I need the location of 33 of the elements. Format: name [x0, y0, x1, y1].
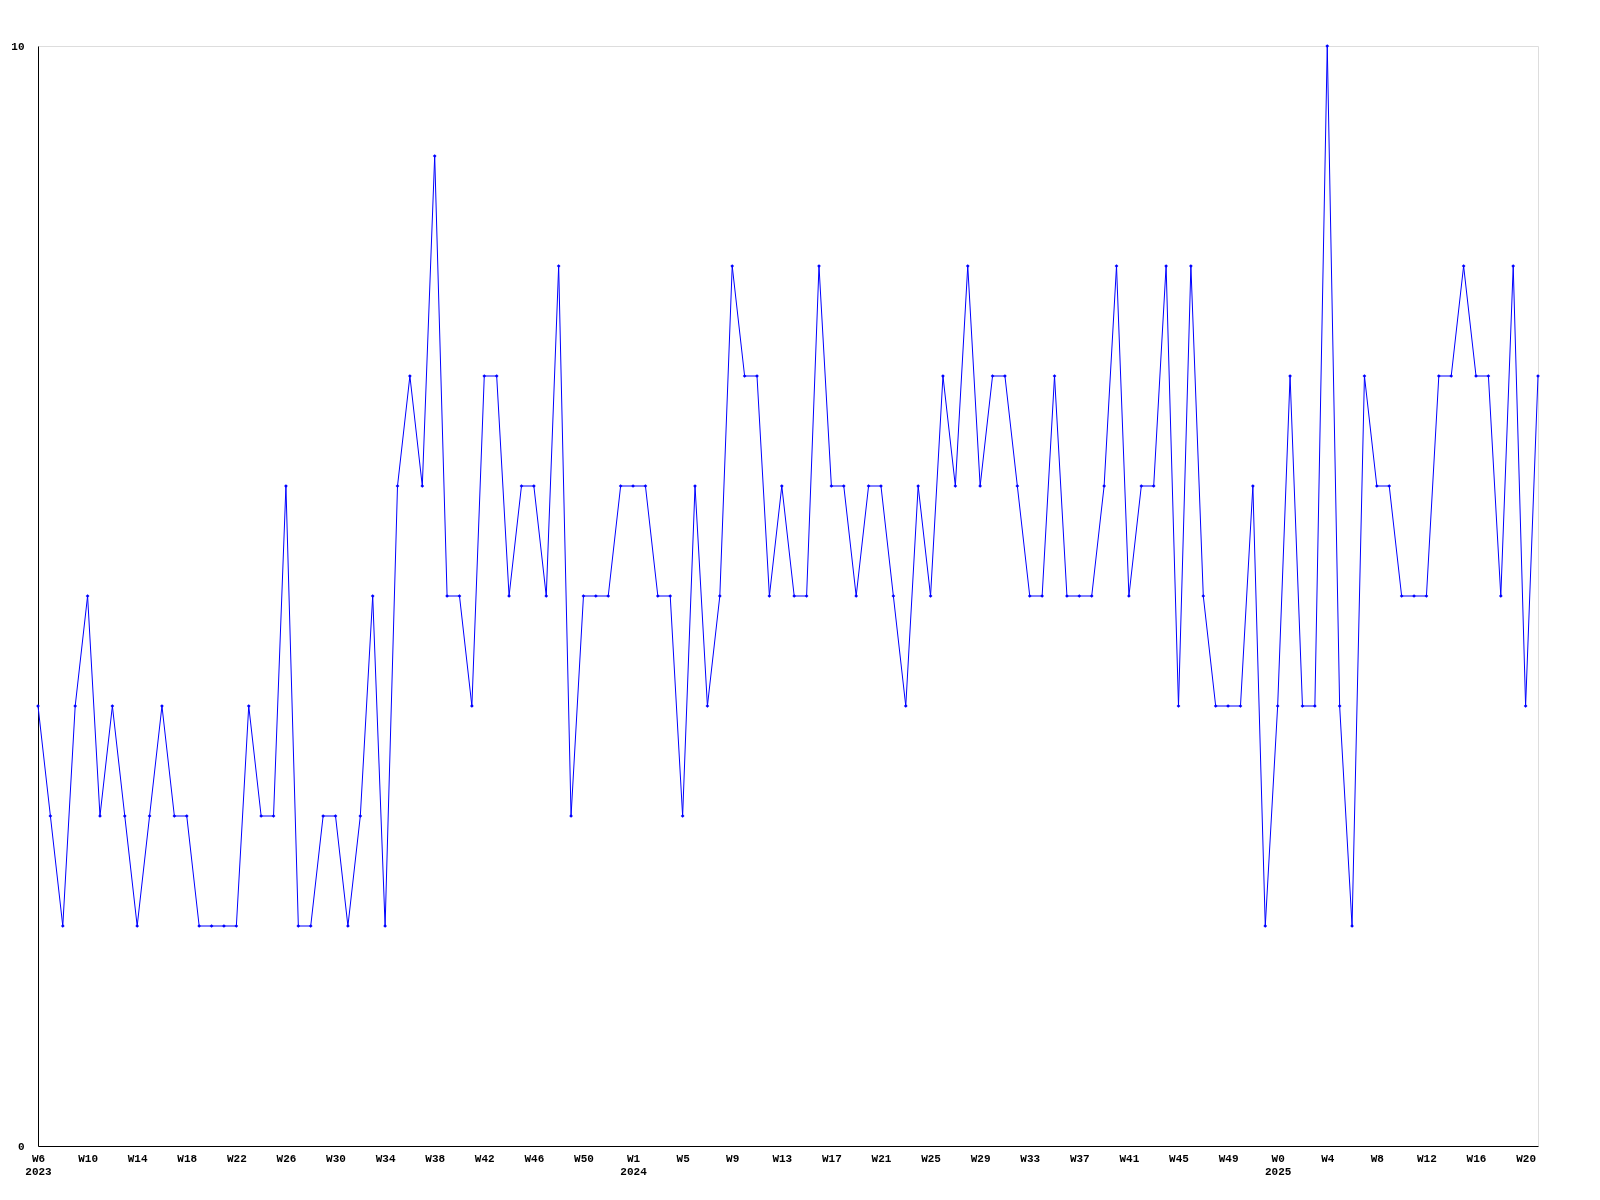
x-tick-label: W30	[326, 1152, 346, 1165]
x-tick-label: W1 2024	[620, 1152, 648, 1178]
x-tick-label: W14	[127, 1152, 148, 1165]
x-tick-label: W22	[226, 1152, 247, 1165]
x-tick-label: W0 2025	[1264, 1152, 1292, 1178]
x-tick-label: W50	[574, 1152, 594, 1165]
x-tick-label: W33	[1020, 1152, 1041, 1165]
x-tick-label: W16	[1466, 1152, 1487, 1165]
x-tick-label: W8	[1370, 1152, 1385, 1165]
x-tick-label: W6 2023	[25, 1152, 53, 1178]
x-tick-label: W17	[821, 1152, 842, 1165]
x-tick-label: W10	[78, 1152, 98, 1165]
x-tick-label: W13	[772, 1152, 793, 1165]
x-tick-label: W34	[375, 1152, 396, 1165]
x-tick-label: W29	[970, 1152, 991, 1165]
x-tick-label: W21	[871, 1152, 892, 1165]
x-tick-label: W26	[276, 1152, 297, 1165]
x-tick-label: W9	[726, 1152, 740, 1165]
y-tick-label: 10	[11, 40, 25, 53]
x-tick-label: W5	[676, 1152, 691, 1165]
x-tick-label: W12	[1417, 1152, 1437, 1165]
x-tick-label: W46	[524, 1152, 545, 1165]
x-tick-label: W42	[474, 1152, 495, 1165]
x-tick-label: W49	[1218, 1152, 1239, 1165]
x-tick-label: W37	[1069, 1152, 1090, 1165]
x-tick-label: W18	[177, 1152, 198, 1165]
x-tick-label: W38	[425, 1152, 446, 1165]
x-tick-label: W20	[1516, 1152, 1537, 1165]
x-tick-label: W41	[1119, 1152, 1140, 1165]
x-tick-label: W45	[1169, 1152, 1190, 1165]
y-tick-label: 0	[17, 1140, 25, 1153]
x-tick-label: W4	[1321, 1152, 1335, 1165]
x-tick-label: W25	[921, 1152, 942, 1165]
